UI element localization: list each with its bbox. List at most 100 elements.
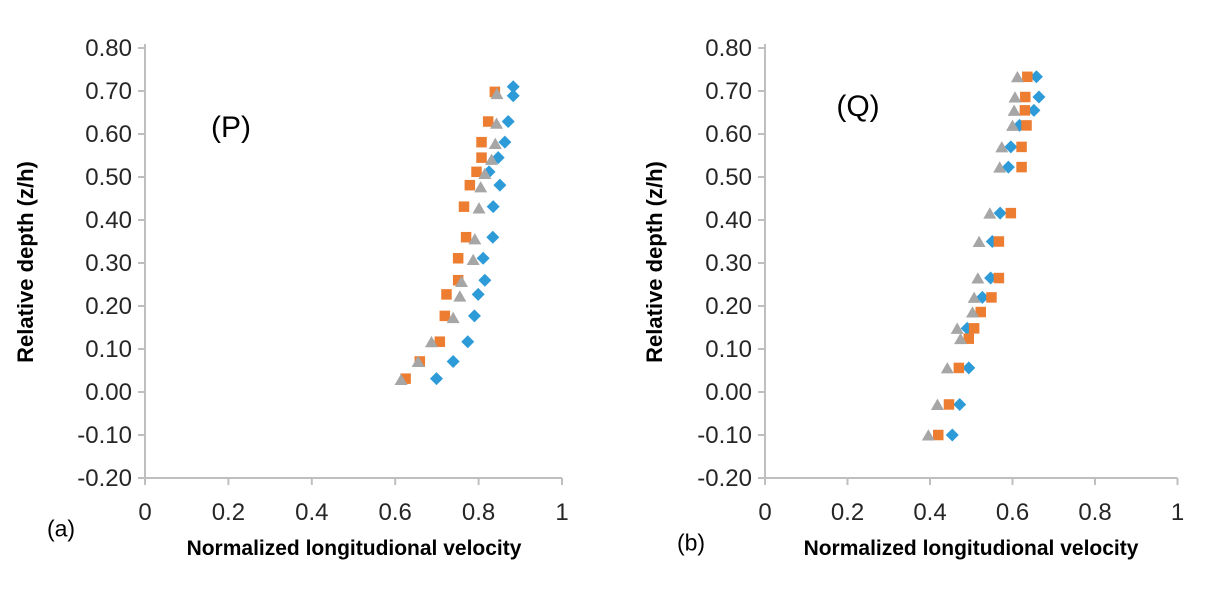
data-point-square <box>1021 120 1032 131</box>
data-point-triangle <box>1008 91 1022 103</box>
data-point-diamond <box>446 354 460 368</box>
x-axis-title-b: Normalized longitudional velocity <box>803 537 1139 560</box>
data-point-diamond <box>1029 70 1043 84</box>
data-point-triangle <box>472 202 486 214</box>
data-point-square <box>458 201 470 212</box>
data-point-triangle <box>490 87 504 100</box>
x-tick-label: 0.2 <box>212 499 245 526</box>
y-tick-label: 0.00 <box>705 379 752 406</box>
x-tick-label: 0.6 <box>379 499 412 526</box>
y-tick-label: 0.70 <box>85 78 132 105</box>
y-tick-label: 0.80 <box>705 35 752 62</box>
y-tick-label: 0.80 <box>85 35 132 62</box>
y-tick-label: 0.30 <box>85 250 132 277</box>
data-point-diamond <box>461 335 475 349</box>
data-point-triangle <box>1007 104 1021 116</box>
y-tick-label: -0.10 <box>77 422 132 449</box>
data-point-triangle <box>411 355 425 367</box>
y-tick-label: 0.40 <box>705 207 752 234</box>
data-point-triangle <box>971 272 985 284</box>
y-tick-label: 0.50 <box>85 164 132 191</box>
data-point-triangle <box>930 398 944 410</box>
data-point-diamond <box>476 251 490 265</box>
x-tick-label: 0.8 <box>462 499 495 526</box>
data-point-triangle <box>474 181 488 193</box>
y-tick-label: -0.20 <box>697 465 752 492</box>
data-point-diamond <box>506 80 520 94</box>
data-point-square <box>460 231 472 243</box>
data-point-triangle <box>967 291 981 303</box>
data-point-square <box>464 179 476 191</box>
x-tick-label: 0.8 <box>1078 499 1111 526</box>
plot-annotation-q: (Q) <box>836 90 880 123</box>
data-point-square <box>434 336 446 347</box>
data-point-triangle <box>394 373 408 386</box>
data-point-diamond <box>1004 140 1018 154</box>
data-point-diamond <box>471 287 485 301</box>
x-tick-label: 1 <box>555 499 568 526</box>
data-point-diamond <box>486 200 500 214</box>
plot-annotation-p: (P) <box>211 111 251 144</box>
data-point-square <box>943 399 955 410</box>
y-tick-label: 0.40 <box>85 207 132 234</box>
data-point-triangle <box>490 117 504 129</box>
x-tick-label: 0 <box>758 499 771 526</box>
data-point-square <box>1020 91 1031 103</box>
data-point-square <box>1016 161 1027 173</box>
y-tick-label: 0.70 <box>705 78 752 105</box>
data-point-diamond <box>429 372 443 386</box>
data-point-triangle <box>1010 71 1024 83</box>
data-point-triangle <box>995 141 1009 153</box>
x-tick-label: 0 <box>138 499 151 526</box>
data-point-triangle <box>453 290 467 302</box>
y-tick-label: 0.60 <box>705 121 752 148</box>
data-point-diamond <box>953 397 967 411</box>
data-point-square <box>476 152 487 163</box>
data-point-triangle <box>478 167 492 180</box>
data-point-triangle <box>424 335 438 348</box>
data-point-square <box>993 236 1005 247</box>
x-tick-label: 0.4 <box>913 499 946 526</box>
y-tick-label: 0.30 <box>705 250 752 277</box>
y-tick-label: 0.20 <box>85 293 132 320</box>
y-tick-label: -0.10 <box>697 422 752 449</box>
data-point-triangle <box>950 322 964 334</box>
data-point-diamond <box>467 309 481 323</box>
data-point-triangle <box>446 311 460 324</box>
data-point-square <box>400 373 411 384</box>
x-tick-label: 0.6 <box>996 499 1029 526</box>
data-point-diamond <box>493 178 507 192</box>
data-point-square <box>953 362 965 374</box>
data-point-square <box>441 289 452 300</box>
data-point-diamond <box>478 273 492 287</box>
data-point-square <box>986 292 997 303</box>
data-point-triangle <box>940 362 954 374</box>
y-axis-title-a: Relative depth (z/h) <box>13 161 38 363</box>
data-point-square <box>471 166 482 178</box>
y-tick-label: 0.10 <box>705 336 752 363</box>
data-point-square <box>1016 141 1027 153</box>
data-point-diamond <box>498 135 512 149</box>
data-point-square <box>476 136 487 148</box>
data-point-triangle <box>993 161 1007 173</box>
data-point-diamond <box>506 89 520 103</box>
y-tick-label: 0.20 <box>705 293 752 320</box>
data-point-triangle <box>983 207 997 219</box>
data-point-diamond <box>1027 103 1041 117</box>
data-point-square <box>1005 207 1017 219</box>
data-point-triangle <box>965 306 979 318</box>
data-point-triangle <box>488 137 502 149</box>
data-point-square <box>968 323 980 334</box>
data-point-diamond <box>993 206 1007 220</box>
data-point-triangle <box>455 275 469 287</box>
data-point-square <box>933 429 944 441</box>
data-point-square <box>975 306 986 318</box>
data-point-diamond <box>1001 160 1015 174</box>
data-point-triangle <box>466 253 480 266</box>
data-point-diamond <box>962 361 976 375</box>
y-tick-label: 0.60 <box>85 121 132 148</box>
y-tick-label: 0.50 <box>705 164 752 191</box>
data-point-triangle <box>921 429 935 441</box>
y-tick-label: -0.20 <box>77 465 132 492</box>
